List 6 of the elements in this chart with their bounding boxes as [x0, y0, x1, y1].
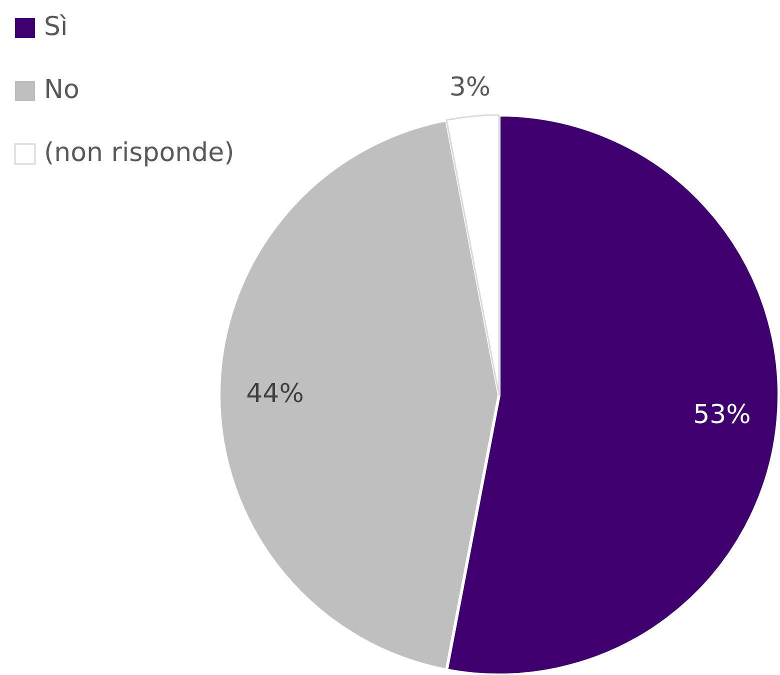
data-label: 3% [449, 72, 491, 102]
legend-label: Sì [44, 12, 68, 42]
data-label: 53% [693, 400, 751, 430]
legend-label: (non risponde) [44, 138, 234, 168]
legend-label: No [44, 75, 80, 106]
data-label: 44% [246, 379, 304, 410]
